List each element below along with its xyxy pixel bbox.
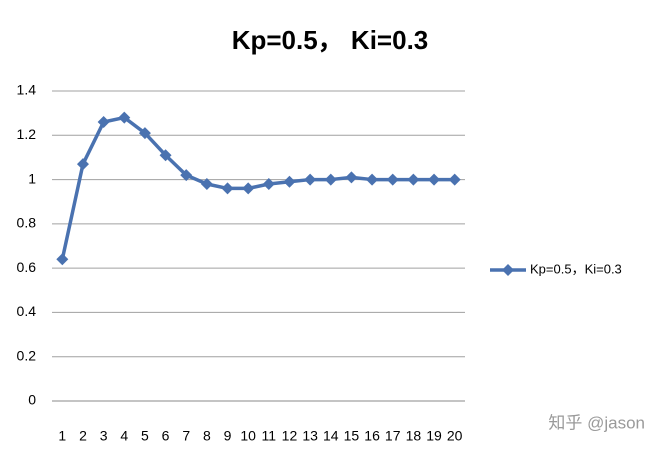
x-tick-label: 1	[58, 428, 66, 444]
x-tick-label: 5	[141, 428, 149, 444]
marker	[386, 173, 399, 186]
y-tick-label: 0.2	[17, 347, 37, 363]
y-tick-label: 1.2	[17, 126, 37, 142]
y-tick-label: 0.4	[17, 303, 37, 319]
marker	[428, 173, 441, 186]
watermark: 知乎 @jason	[548, 413, 645, 432]
x-tick-label: 20	[447, 428, 463, 444]
x-tick-label: 14	[323, 428, 339, 444]
marker	[324, 173, 337, 186]
x-tick-label: 15	[344, 428, 360, 444]
marker	[56, 253, 69, 266]
marker	[407, 173, 420, 186]
x-tick-label: 3	[100, 428, 108, 444]
x-tick-label: 19	[426, 428, 442, 444]
marker	[159, 149, 172, 162]
y-tick-label: 1	[28, 170, 36, 186]
marker	[221, 182, 234, 195]
marker	[118, 111, 131, 124]
x-tick-label: 12	[282, 428, 298, 444]
x-tick-label: 10	[240, 428, 256, 444]
marker	[200, 178, 213, 190]
marker	[304, 173, 317, 186]
legend-label: Kp=0.5，Ki=0.3	[530, 261, 622, 276]
y-tick-label: 1.4	[17, 82, 37, 98]
x-tick-label: 9	[224, 428, 232, 444]
x-tick-label: 16	[364, 428, 380, 444]
y-tick-label: 0.8	[17, 215, 37, 231]
marker	[180, 169, 193, 182]
y-tick-label: 0	[28, 392, 36, 408]
marker	[76, 158, 89, 171]
marker	[242, 182, 255, 195]
x-tick-label: 4	[120, 428, 128, 444]
x-tick-label: 11	[262, 428, 277, 444]
chart-title: Kp=0.5， Ki=0.3	[232, 25, 429, 55]
y-tick-label: 0.6	[17, 259, 37, 275]
marker	[138, 127, 151, 140]
marker	[262, 178, 275, 190]
marker	[283, 175, 296, 188]
x-tick-label: 17	[385, 428, 401, 444]
legend-marker	[502, 264, 514, 276]
x-tick-label: 7	[182, 428, 190, 444]
marker	[448, 173, 461, 186]
x-tick-label: 2	[79, 428, 87, 444]
marker	[366, 173, 379, 186]
x-tick-label: 6	[162, 428, 170, 444]
x-tick-label: 18	[406, 428, 422, 444]
x-tick-label: 13	[302, 428, 318, 444]
marker	[97, 116, 110, 128]
x-tick-label: 8	[203, 428, 211, 444]
marker	[345, 171, 358, 184]
